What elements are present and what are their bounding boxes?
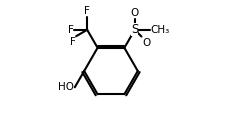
Text: O: O xyxy=(130,8,138,18)
Text: F: F xyxy=(84,6,90,16)
Text: CH₃: CH₃ xyxy=(150,25,169,35)
Text: HO: HO xyxy=(57,82,74,92)
Text: F: F xyxy=(70,37,75,47)
Text: F: F xyxy=(68,25,74,35)
Text: O: O xyxy=(142,38,150,48)
Text: S: S xyxy=(131,23,138,36)
